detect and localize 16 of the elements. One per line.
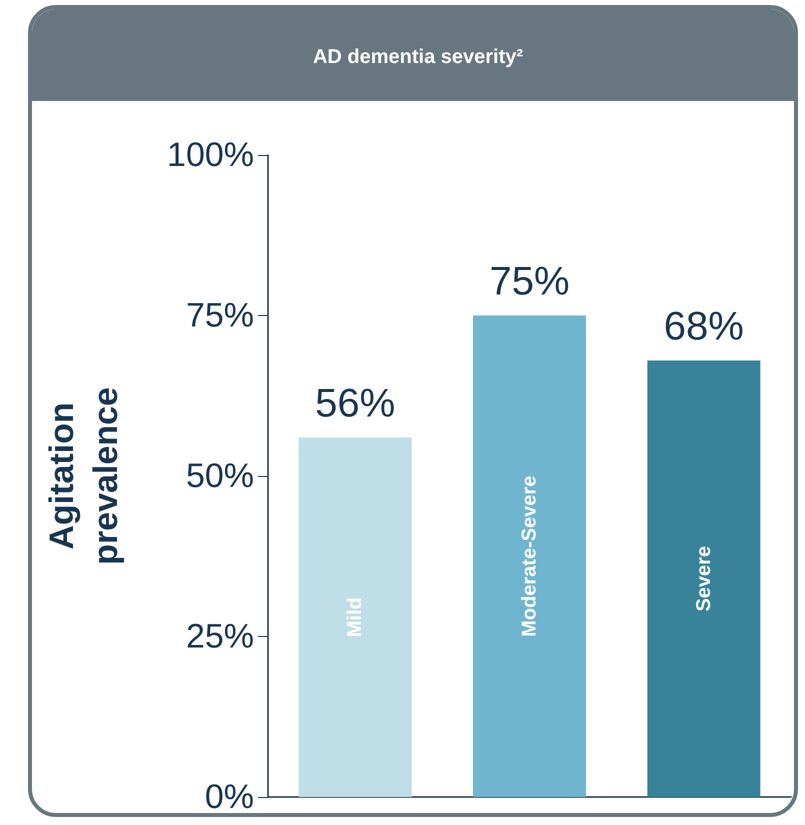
data-label: 75% — [489, 260, 570, 304]
chart-title: AD dementia severity² — [312, 46, 524, 68]
data-label: 56% — [315, 381, 396, 426]
y-axis-title: Agitation prevalence — [43, 387, 125, 565]
x-tick-label: Mild — [344, 597, 366, 638]
bar — [473, 316, 586, 797]
bar — [647, 360, 760, 797]
data-label: 68% — [664, 304, 744, 348]
y-tick-label: 50% — [186, 457, 254, 495]
x-tick-label: Severe — [692, 546, 715, 612]
x-tick-label: Moderate-Severe — [518, 476, 540, 637]
y-tick-label: 100% — [167, 136, 254, 174]
y-tick-label: 25% — [186, 618, 254, 656]
y-tick-label: 0% — [204, 778, 254, 816]
y-tick-label: 75% — [186, 296, 254, 334]
bar — [298, 437, 412, 797]
